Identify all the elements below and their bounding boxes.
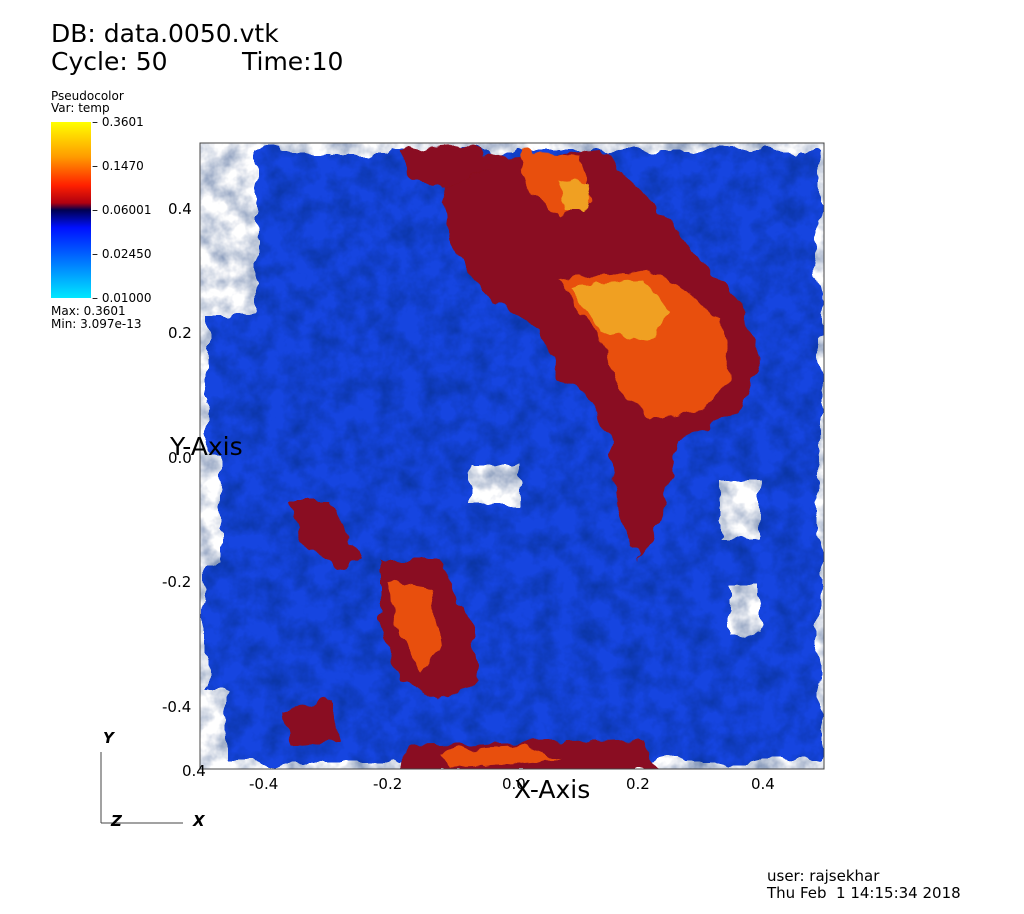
legend-tick: – 0.3601 [92,115,144,129]
legend-min: Min: 3.097e-13 [51,317,142,331]
legend-var-label: Var: temp [51,101,110,115]
legend-tick: – 0.02450 [92,247,152,261]
y-tick-label: -0.4 [162,698,192,716]
plot-frame [199,142,825,770]
corner-tick-label: 0.4 [182,762,206,780]
y-tick-label: -0.2 [162,573,192,591]
legend-tick: – 0.06001 [92,203,152,217]
x-tick-label: 0.0 [502,775,526,793]
y-tick-label: 0.4 [168,200,192,218]
legend-tick: – 0.1470 [92,159,144,173]
y-tick-label: 0.0 [168,449,192,467]
date-label: Thu Feb 1 14:15:34 2018 [767,884,961,902]
hottest-zones [560,180,670,340]
triad-x-label: X [193,812,205,830]
time-label: Time:10 [242,47,344,76]
x-tick-label: -0.4 [249,775,279,793]
legend-max: Max: 0.3601 [51,304,126,318]
legend-tick: – 0.01000 [92,291,152,305]
triad-y-label: Y [103,729,114,747]
cycle-label: Cycle: 50 [51,47,168,76]
x-tick-label: -0.2 [373,775,403,793]
triad-z-label: Z [111,812,122,830]
x-tick-label: 0.2 [626,775,650,793]
user-label: user: rajsekhar [767,867,880,885]
y-axis-title: Y-Axis [170,432,243,461]
db-title: DB: data.0050.vtk [51,19,279,48]
legend-colorbar [51,122,91,298]
y-tick-label: 0.2 [168,324,192,342]
legend-plot-type: Pseudocolor [51,89,124,103]
x-tick-label: 0.4 [751,775,775,793]
x-axis-title: X-Axis [514,775,591,804]
